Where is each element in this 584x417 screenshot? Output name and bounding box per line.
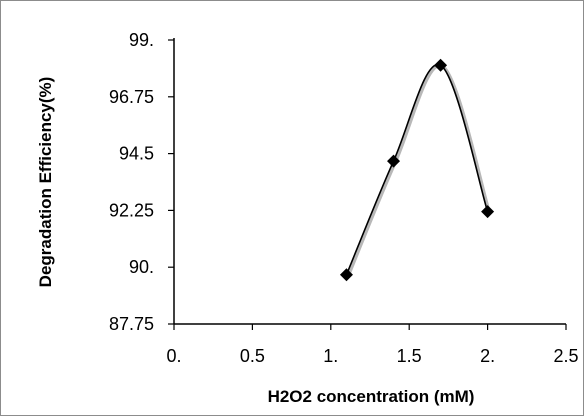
x-tick-label: 2.5 xyxy=(553,346,578,366)
x-axis-title: H2O2 concentration (mM) xyxy=(268,387,475,406)
series-shadow-line xyxy=(347,64,492,277)
y-tick-label: 87.75 xyxy=(109,314,154,334)
x-tick-label: 2. xyxy=(480,346,495,366)
x-ticks: 0. 0.5 1. 1.5 2. 2.5 xyxy=(166,324,579,366)
y-tick-label: 90. xyxy=(129,257,154,277)
y-axis-title: Degradation Efficiency(%) xyxy=(36,77,55,288)
y-tick-label: 96.75 xyxy=(109,87,154,107)
x-tick-label: 0. xyxy=(166,346,181,366)
y-ticks: 87.75 90. 92.25 94.5 96.75 99. xyxy=(109,30,174,334)
y-tick-label: 92.25 xyxy=(109,200,154,220)
series-line xyxy=(345,63,489,276)
data-points xyxy=(339,58,495,282)
data-point-diamond xyxy=(434,58,448,72)
y-tick-label: 99. xyxy=(129,30,154,50)
data-point-diamond xyxy=(339,268,353,282)
axes xyxy=(173,38,566,325)
data-point-diamond xyxy=(481,205,495,219)
x-tick-label: 0.5 xyxy=(240,346,265,366)
data-point-diamond xyxy=(387,154,401,168)
y-tick-label: 94.5 xyxy=(119,144,154,164)
x-tick-label: 1. xyxy=(323,346,338,366)
x-tick-label: 1.5 xyxy=(397,346,422,366)
